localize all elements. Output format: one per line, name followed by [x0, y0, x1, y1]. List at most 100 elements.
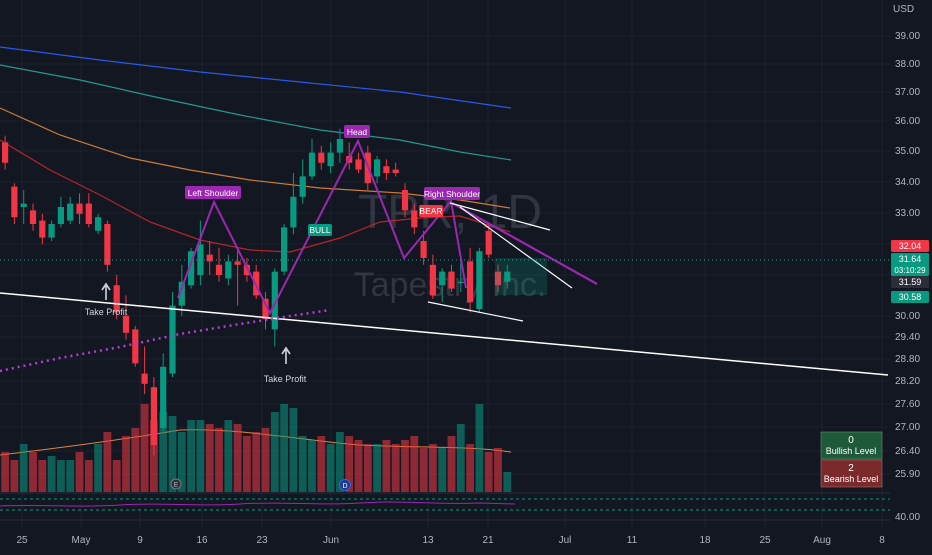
candle-body	[225, 261, 232, 279]
take-profit-text-1: Take Profit	[85, 307, 128, 317]
price-tick: 36.00	[895, 116, 920, 127]
arrow-up-icon	[281, 346, 291, 364]
time-axis[interactable]: 25 May 9 16 23 Jun 13 21 Jul 11 18 25 Aug 8	[0, 528, 932, 550]
volume-bar	[363, 444, 372, 492]
volume-bar	[205, 424, 214, 492]
candle-body	[401, 190, 409, 211]
candle-body	[476, 251, 483, 309]
price-tick: 29.40	[895, 332, 920, 343]
price-tag-value: 32.04	[899, 241, 922, 251]
volume-bar	[503, 472, 512, 492]
candle-body	[215, 264, 223, 275]
price-tags: 32.04 31.64 03:10:29 31.59 30.58	[891, 240, 929, 303]
candle-body	[392, 169, 399, 173]
volume-bar	[456, 424, 465, 492]
take-profit-annotation-1: Take Profit	[85, 282, 128, 317]
volume-bar	[233, 424, 242, 492]
earnings-marker[interactable]: E	[170, 478, 182, 490]
candle-body	[336, 139, 343, 153]
candle-body	[429, 264, 436, 296]
candle-body	[318, 152, 325, 163]
date-tick: 13	[422, 535, 434, 546]
volume-bar	[112, 460, 121, 492]
bullish-level-box: 0 Bullish Level	[820, 431, 883, 460]
price-tag-value: 31.64	[899, 254, 922, 264]
volume-bar	[410, 436, 419, 492]
volume-bar	[336, 432, 344, 492]
candle-body	[206, 254, 213, 262]
candle-body	[20, 203, 27, 207]
price-tick: 25.90	[895, 469, 920, 480]
candle-body	[308, 152, 316, 177]
volume-bar	[308, 440, 316, 492]
price-tick: 27.00	[895, 422, 920, 433]
price-tick: 39.00	[895, 31, 920, 42]
candle-body	[299, 176, 306, 197]
price-tick: 28.20	[895, 376, 920, 387]
date-tick: 18	[699, 535, 711, 546]
volume-bar	[57, 460, 65, 492]
volume-bar	[122, 436, 130, 492]
volume-bar	[215, 428, 223, 492]
volume-bar	[289, 408, 298, 492]
price-tick: 38.00	[895, 59, 920, 70]
date-tick: 25	[16, 535, 28, 546]
volume-bar	[419, 448, 428, 492]
wedge-line-mid	[459, 206, 573, 289]
candle-body	[39, 220, 46, 238]
ma-20-line	[0, 139, 511, 253]
right-shoulder-text: Right Shoulder	[424, 189, 480, 199]
volume-bar	[187, 420, 195, 492]
label-left-shoulder: Left Shoulder	[185, 186, 241, 199]
candle-body	[67, 203, 74, 221]
volume-bar	[261, 428, 270, 492]
projection-line	[451, 202, 598, 285]
label-bull: BULL	[308, 224, 332, 236]
volume-bar	[280, 404, 288, 492]
candle-body	[150, 387, 157, 445]
dividend-marker[interactable]: D	[339, 479, 351, 491]
volume-bar	[252, 432, 261, 492]
date-tick: 9	[137, 535, 143, 546]
date-tick: 11	[627, 535, 638, 546]
take-profit-annotation-2: Take Profit	[264, 346, 307, 384]
candle-body	[29, 210, 37, 224]
volume-bar	[447, 436, 456, 492]
date-tick: 25	[759, 535, 771, 546]
date-tick: 8	[879, 535, 885, 546]
head-text: Head	[347, 127, 368, 137]
volume-bars	[1, 404, 512, 492]
volume-bar	[243, 436, 251, 492]
dividend-icon: D	[342, 483, 347, 490]
volume-bar	[224, 420, 233, 492]
bearish-level-count: 2	[848, 463, 854, 474]
candle-body	[355, 159, 362, 170]
price-tag-value: 03:10:29	[894, 266, 926, 275]
label-bear: BEAR	[419, 205, 443, 217]
arrow-up-icon	[101, 282, 111, 300]
indicator-pane[interactable]	[0, 492, 890, 521]
price-tick: 34.00	[895, 177, 920, 188]
volume-bar	[38, 460, 47, 492]
bull-text: BULL	[309, 225, 331, 235]
volume-bar	[66, 460, 75, 492]
candle-body	[76, 203, 83, 214]
bullish-level-label: Bullish Level	[826, 446, 877, 456]
candle-body	[485, 230, 492, 255]
date-tick: Jul	[559, 535, 572, 546]
volume-bar	[84, 460, 93, 492]
price-tick: 33.00	[895, 208, 920, 219]
candle-body	[281, 227, 288, 272]
volume-bar	[177, 432, 186, 492]
candle-body	[188, 251, 195, 286]
date-tick: 21	[482, 535, 494, 546]
currency-label: USD	[893, 4, 914, 15]
volume-bar	[150, 420, 158, 492]
candle-body	[132, 329, 139, 364]
volume-bar	[494, 448, 502, 492]
ma-100-line	[0, 64, 512, 161]
volume-bar	[484, 452, 493, 492]
volume-bar	[298, 436, 307, 492]
